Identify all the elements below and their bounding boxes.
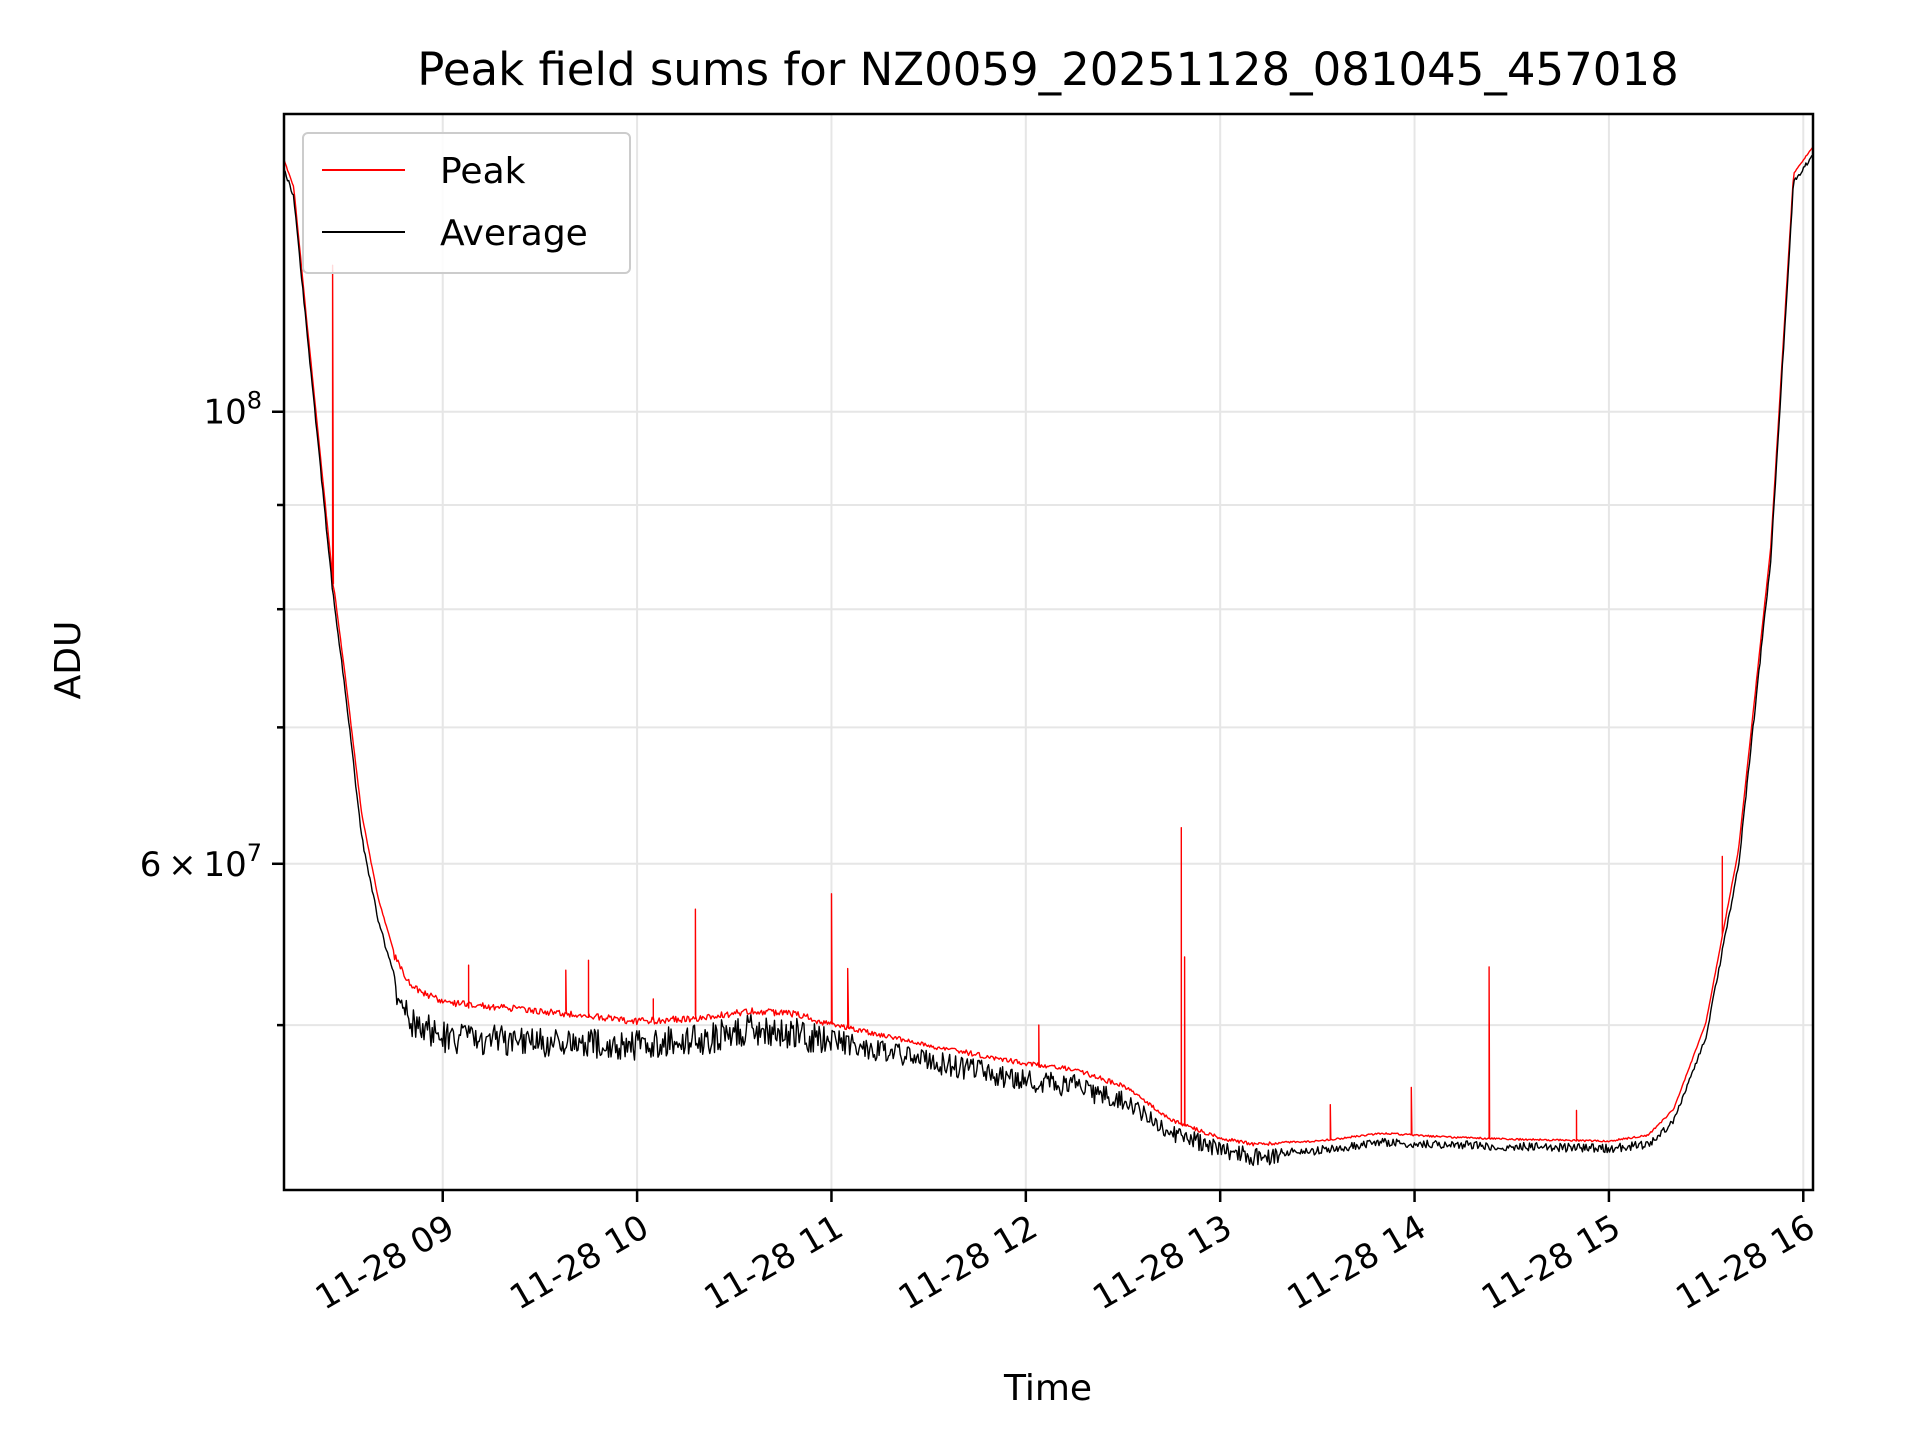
y-tick-base: 10: [203, 393, 246, 433]
y-tick-label: 108: [203, 387, 262, 433]
x-tick-label: 11-28 11: [698, 1207, 850, 1318]
legend-label-peak: Peak: [440, 151, 526, 192]
chart-title: Peak field sums for NZ0059_20251128_0810…: [417, 43, 1678, 96]
legend: Peak Average: [302, 132, 631, 274]
y-tick-mantissa: 6 ×: [140, 845, 204, 885]
x-axis-label: Time: [1003, 1368, 1092, 1409]
x-tick-label: 11-28 15: [1475, 1207, 1627, 1318]
grid: [284, 114, 1813, 1190]
y-tick-exponent: 8: [247, 387, 262, 415]
series-average-line: [284, 154, 1813, 1167]
x-tick-label: 11-28 09: [309, 1207, 461, 1318]
plot-frame: [282, 112, 1815, 1192]
y-tick-label: 6 × 107: [140, 839, 262, 885]
axis-ticks: 11-28 09 11-28 10 11-28 11 11-28 12 11-28 13…: [140, 387, 1822, 1318]
series-group: [284, 146, 1813, 1167]
x-tick-label: 11-28 13: [1086, 1207, 1238, 1318]
y-axis-label: ADU: [48, 621, 89, 700]
legend-box: [302, 132, 631, 274]
x-tick-label: 11-28 14: [1281, 1207, 1433, 1318]
x-tick-label: 11-28 12: [892, 1207, 1044, 1318]
plot-area: [284, 146, 1813, 1167]
y-tick-base: 10: [203, 845, 246, 885]
y-tick-exponent: 7: [247, 839, 262, 867]
series-peak-line: [284, 146, 1813, 1147]
x-tick-label: 11-28 16: [1669, 1207, 1821, 1318]
x-tick-label: 11-28 10: [503, 1207, 655, 1318]
legend-label-average: Average: [440, 213, 588, 254]
